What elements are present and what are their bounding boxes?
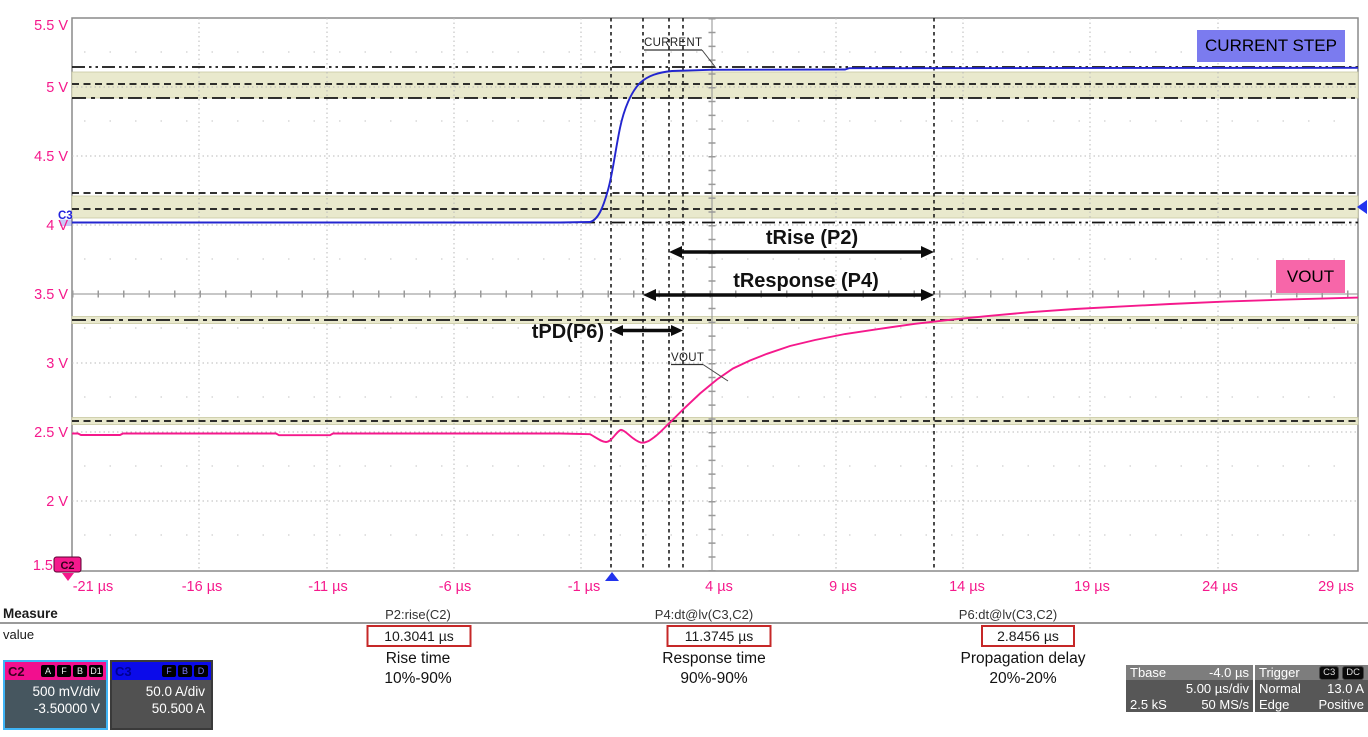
waveform-plot: CURRENT VOUT tRise (P2) tResponse (P4) t… <box>33 17 1367 595</box>
c2-zero-marker[interactable]: C2 <box>53 556 82 581</box>
trigger-source-badge: C3 <box>1319 665 1340 680</box>
trigger-level: 13.0 A <box>1327 681 1364 696</box>
x-tick: 29 µs <box>1318 579 1354 595</box>
measure-p6-range: 20%-20% <box>989 670 1057 687</box>
y-tick: 5.5 V <box>34 18 68 34</box>
vout-badge: VOUT <box>1276 260 1345 293</box>
trigger-header: Trigger C3 DC <box>1255 665 1368 680</box>
channel-c2-badge-d1: D1 <box>89 665 103 677</box>
trigger-type: Edge <box>1259 696 1290 712</box>
measure-p6-name: P6:dt@lv(C3,C2) <box>958 607 1058 622</box>
timebase-delay: -4.0 µs <box>1208 665 1249 680</box>
measure-p2-value: 10.3041 µs <box>366 625 472 647</box>
trise-arrow <box>669 246 934 258</box>
channel-c3-badge-b: B <box>178 665 192 677</box>
measure-p2-range: 10%-90% <box>384 670 452 687</box>
channel-c3-id: C3 <box>115 663 132 679</box>
current-callout-label: CURRENT <box>644 37 702 49</box>
x-tick: -21 µs <box>73 579 114 595</box>
trigger-mode: Normal <box>1259 681 1301 696</box>
measure-p4-range: 90%-90% <box>680 670 748 687</box>
tpd-arrow <box>611 325 683 336</box>
tolerance-bands <box>71 71 1359 425</box>
channel-c2-box[interactable]: C2 A F B D1 500 mV/div -3.50000 V <box>3 660 108 730</box>
timebase-samples: 2.5 kS <box>1130 696 1167 712</box>
measure-p4-desc: Response time <box>662 650 766 667</box>
channel-c3-badge-f: F <box>162 665 176 677</box>
current-callout: CURRENT <box>644 37 717 69</box>
channel-c2-badge-b: B <box>73 665 87 677</box>
current-trace <box>72 66 1359 224</box>
channel-c2-header: C2 A F B D1 <box>5 662 106 680</box>
x-tick: -11 µs <box>308 579 348 595</box>
channel-c2-scale: 500 mV/div <box>32 684 100 699</box>
measure-value-row-label: value <box>3 627 35 642</box>
y-tick: 2.5 V <box>34 425 68 441</box>
channel-c2-offset: -3.50000 V <box>33 701 100 716</box>
svg-text:C3: C3 <box>58 210 73 222</box>
vout-badge-text: VOUT <box>1286 266 1335 286</box>
x-axis-labels: -21 µs -16 µs -11 µs -6 µs -1 µs 4 µs 9 … <box>73 579 1354 595</box>
x-tick: -16 µs <box>182 579 223 595</box>
trigger-slope: Positive <box>1318 696 1364 712</box>
x-tick: 9 µs <box>829 579 857 595</box>
y-tick: 1.5 <box>33 558 53 574</box>
grid <box>72 18 1358 571</box>
y-tick: 3 V <box>46 356 68 372</box>
x-tick: 14 µs <box>949 579 985 595</box>
x-tick: 24 µs <box>1202 579 1238 595</box>
measure-p2-name: P2:rise(C2) <box>385 607 451 622</box>
vout-callout-label: VOUT <box>671 352 704 364</box>
timebase-per-div: 5.00 µs/div <box>1185 681 1249 696</box>
measure-p6-value-text: 2.8456 µs <box>997 628 1059 644</box>
y-tick: 4 V <box>46 218 68 234</box>
y-tick: 5 V <box>46 80 68 96</box>
tpd-label: tPD(P6) <box>532 321 604 343</box>
channel-c3-badge-d: D <box>194 665 208 677</box>
timebase-header: Tbase -4.0 µs <box>1126 665 1253 680</box>
x-tick: -6 µs <box>439 579 472 595</box>
measure-p6-desc: Propagation delay <box>960 650 1086 667</box>
trigger-level-marker[interactable] <box>1357 200 1367 214</box>
measure-p4-name: P4:dt@lv(C3,C2) <box>654 607 754 622</box>
trigger-time-marker[interactable] <box>605 572 619 581</box>
tresponse-label: tResponse (P4) <box>733 270 879 292</box>
timebase-label: Tbase <box>1130 665 1167 680</box>
channel-c3-header: C3 F B D <box>112 662 211 680</box>
channel-c3-scale: 50.0 A/div <box>145 684 205 699</box>
vout-callout: VOUT <box>671 352 729 382</box>
y-tick: 2 V <box>46 494 68 510</box>
measure-p2-value-text: 10.3041 µs <box>384 628 454 644</box>
y-axis-labels: 5.5 V 5 V 4.5 V 4 V 3.5 V 3 V 2.5 V 2 V … <box>33 18 68 574</box>
c3-zero-marker[interactable]: C3 <box>58 210 73 226</box>
measure-separator <box>0 622 1368 624</box>
measure-p6-value: 2.8456 µs <box>981 625 1075 647</box>
y-tick: 3.5 V <box>34 287 68 303</box>
trigger-label: Trigger <box>1259 665 1300 680</box>
channel-c2-badge-f: F <box>57 665 71 677</box>
current-step-badge: CURRENT STEP <box>1197 30 1345 62</box>
channel-c2-id: C2 <box>8 663 25 679</box>
vout-trace <box>72 296 1359 444</box>
trise-label: tRise (P2) <box>766 227 858 249</box>
svg-text:C2: C2 <box>60 560 74 572</box>
trigger-coupling-badge: DC <box>1342 665 1364 680</box>
measure-title: Measure <box>3 606 58 621</box>
x-tick: 19 µs <box>1074 579 1110 595</box>
timebase-box[interactable]: Tbase -4.0 µs 5.00 µs/div 2.5 kS 50 MS/s <box>1126 665 1253 712</box>
timebase-rate: 50 MS/s <box>1201 696 1249 712</box>
tresponse-arrow <box>643 289 934 301</box>
measure-p2-desc: Rise time <box>385 650 451 667</box>
x-tick: -1 µs <box>568 579 601 595</box>
current-step-badge-text: CURRENT STEP <box>1205 36 1337 55</box>
measure-p4-value: 11.3745 µs <box>666 625 772 647</box>
measure-p4-value-text: 11.3745 µs <box>684 628 754 644</box>
channel-c3-box[interactable]: C3 F B D 50.0 A/div 50.500 A <box>110 660 213 730</box>
y-tick: 4.5 V <box>34 149 68 165</box>
trigger-box[interactable]: Trigger C3 DC Normal 13.0 A Edge Positiv… <box>1255 665 1368 712</box>
channel-c2-badge-a: A <box>41 665 55 677</box>
x-tick: 4 µs <box>705 579 733 595</box>
channel-c3-offset: 50.500 A <box>151 701 205 716</box>
